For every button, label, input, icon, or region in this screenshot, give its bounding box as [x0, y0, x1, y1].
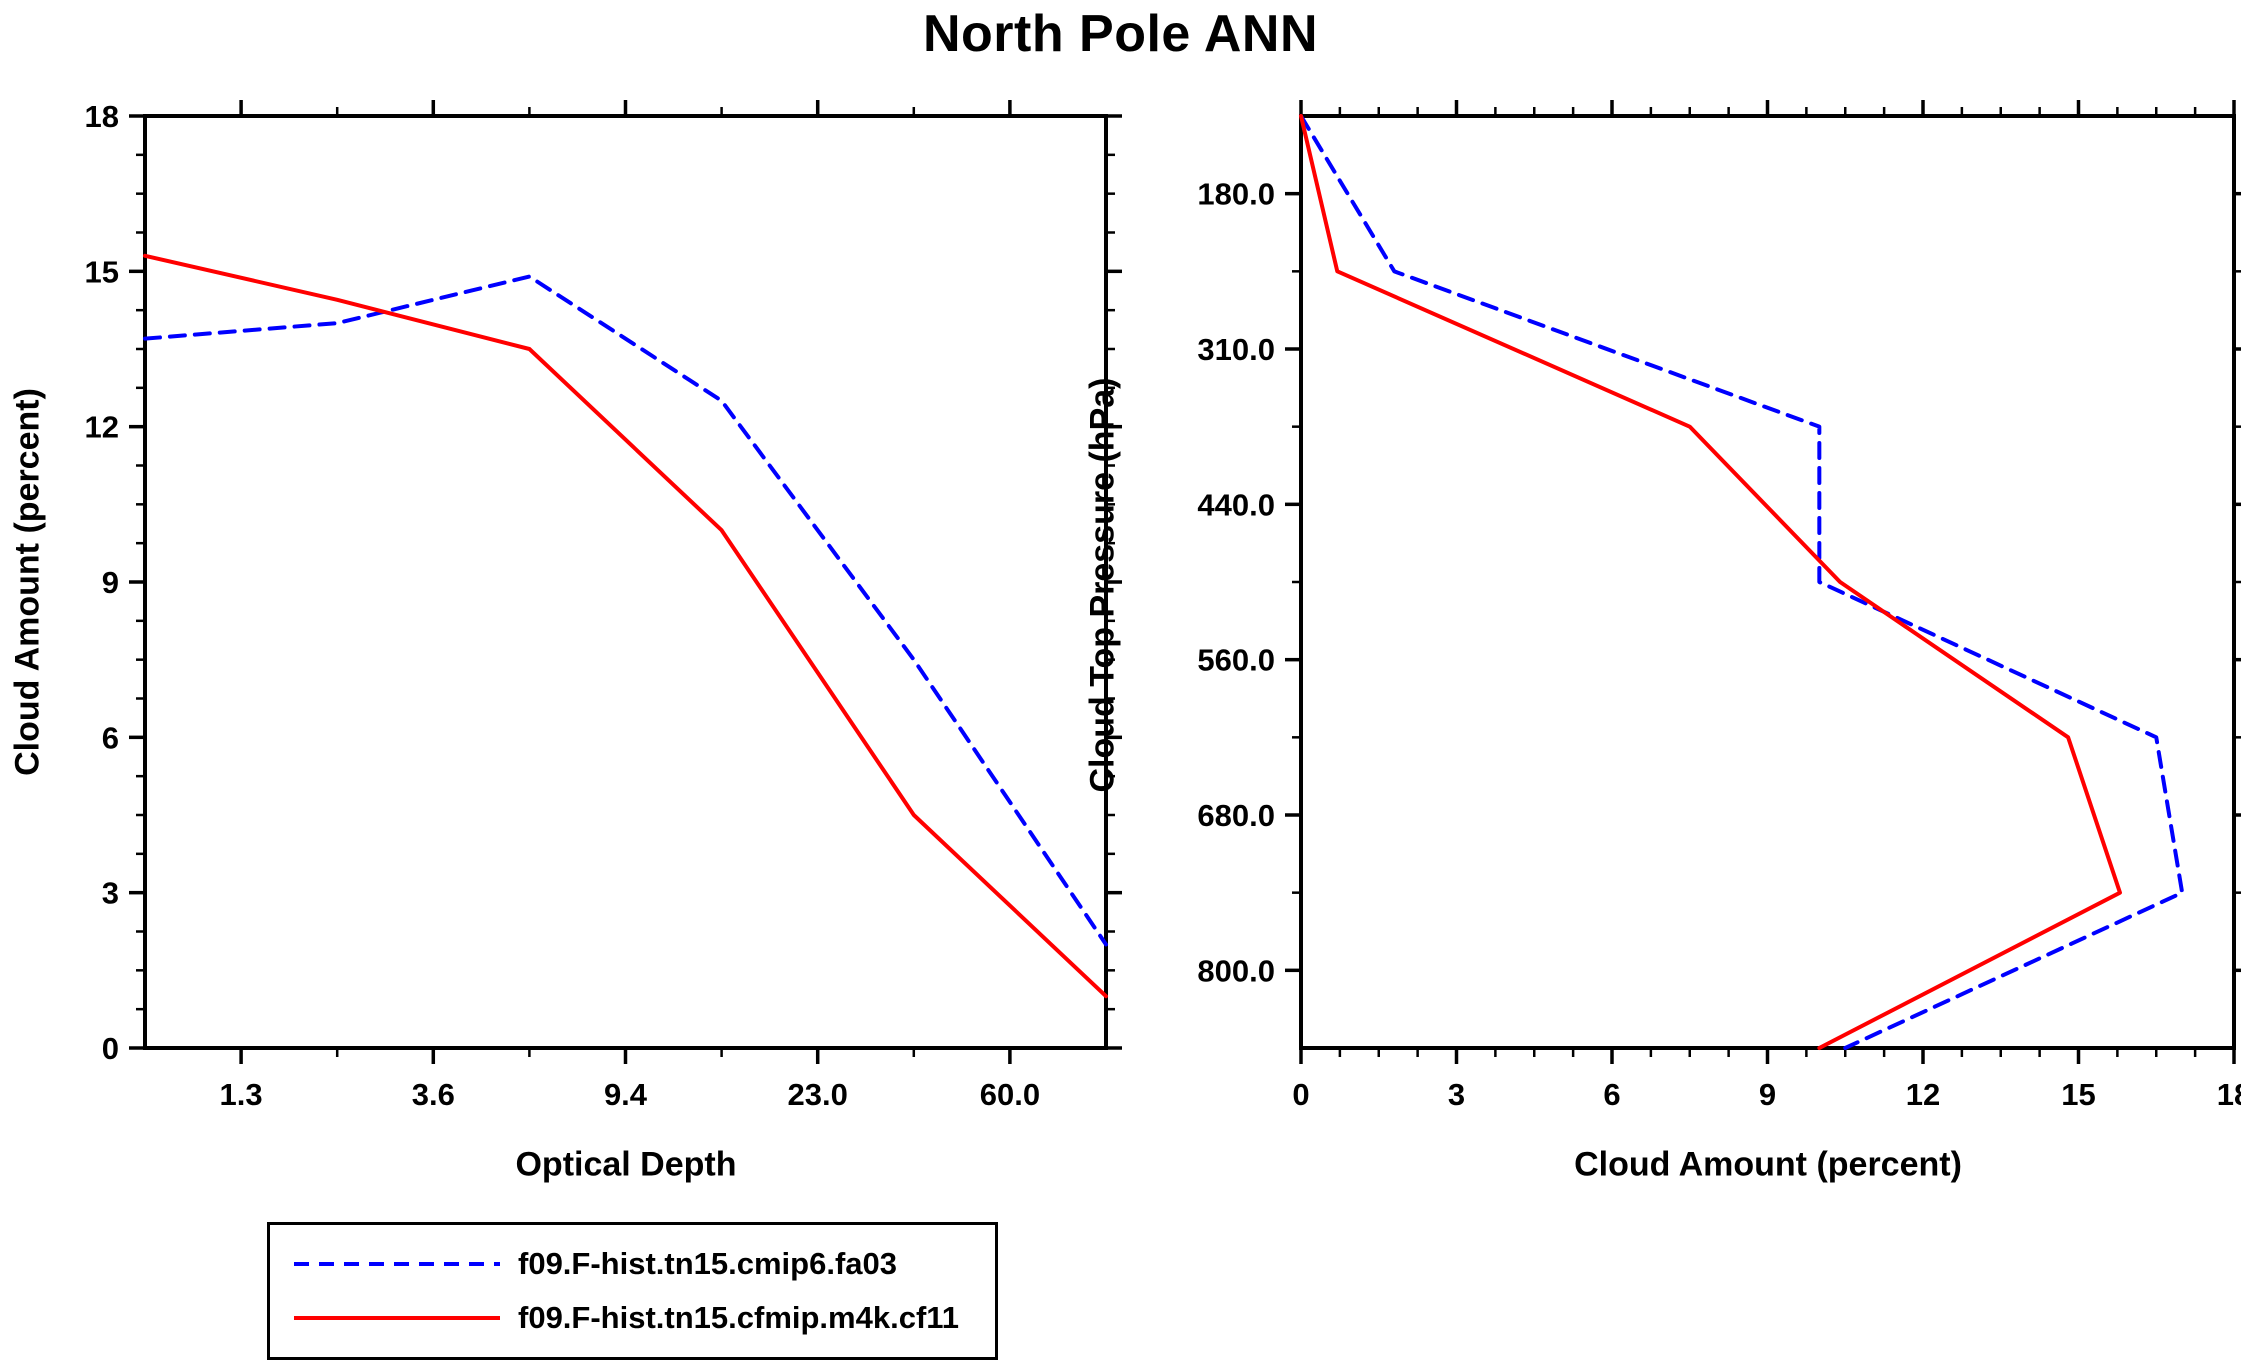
y-tick-label: 12	[85, 410, 119, 445]
y-tick-label: 9	[102, 565, 119, 600]
legend-item: f09.F-hist.tn15.cfmip.m4k.cf11	[292, 1300, 995, 1336]
x-tick-label: 6	[1603, 1077, 1620, 1112]
legend: f09.F-hist.tn15.cmip6.fa03 f09.F-hist.tn1…	[267, 1222, 998, 1360]
x-tick-label: 3.6	[412, 1077, 455, 1112]
x-tick-label: 18	[2217, 1077, 2241, 1112]
y-tick-label: 560.0	[1197, 643, 1275, 678]
y-tick-label: 6	[102, 720, 119, 755]
legend-item: f09.F-hist.tn15.cmip6.fa03	[292, 1246, 995, 1282]
y-tick-label: 440.0	[1197, 487, 1275, 522]
y-tick-label: 800.0	[1197, 953, 1275, 988]
y-tick-label: 0	[102, 1031, 119, 1066]
plot-frame	[143, 114, 1108, 1050]
series-line	[1299, 114, 2185, 1050]
figure-title: North Pole ANN	[922, 5, 1319, 63]
x-tick-label: 23.0	[788, 1077, 848, 1112]
right-panel-y-axis-title: Cloud Top Pressure (hPa)	[1083, 377, 1122, 793]
left-panel-x-axis-title: Optical Depth	[515, 1145, 737, 1184]
x-tick-label: 0	[1292, 1077, 1309, 1112]
series-line	[143, 274, 1108, 947]
y-tick-label: 15	[85, 254, 119, 289]
right-panel-x-axis-title: Cloud Amount (percent)	[1574, 1145, 1962, 1184]
y-tick-label: 180.0	[1197, 177, 1275, 212]
legend-label: f09.F-hist.tn15.cmip6.fa03	[518, 1246, 898, 1282]
x-tick-label: 15	[2061, 1077, 2095, 1112]
series-line	[1299, 114, 2122, 1050]
y-tick-label: 310.0	[1197, 332, 1275, 367]
series-line	[143, 253, 1108, 999]
x-tick-label: 9.4	[604, 1077, 648, 1112]
x-tick-label: 60.0	[980, 1077, 1040, 1112]
x-tick-label: 9	[1759, 1077, 1776, 1112]
left-panel-y-axis-title: Cloud Amount (percent)	[8, 388, 47, 776]
x-tick-label: 1.3	[220, 1077, 263, 1112]
legend-label: f09.F-hist.tn15.cfmip.m4k.cf11	[518, 1299, 960, 1335]
y-tick-label: 680.0	[1197, 798, 1275, 833]
legend-solid-line-sample	[294, 1315, 500, 1320]
y-tick-label: 18	[85, 99, 119, 134]
x-tick-label: 12	[1906, 1077, 1940, 1112]
x-tick-label: 3	[1448, 1077, 1465, 1112]
legend-dashed-line-sample	[294, 1262, 500, 1267]
y-tick-label: 3	[102, 876, 119, 911]
